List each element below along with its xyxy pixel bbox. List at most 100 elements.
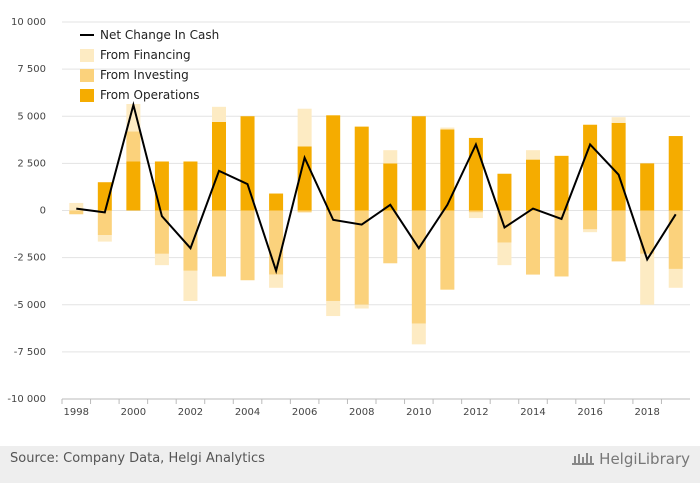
- bar-segment: [468, 137, 483, 211]
- bar-segment: [154, 253, 169, 266]
- bar-segment: [583, 210, 598, 230]
- bar-segment: [440, 129, 455, 211]
- bar-segment: [411, 210, 426, 324]
- bar-segment: [69, 202, 84, 211]
- bar-segment: [411, 323, 426, 345]
- cash-flow-chart: -10 000 -7 500 -5 000 -2 500 0 2 500 5 000 7 50…: [7, 17, 690, 418]
- bar-segment: [583, 229, 598, 233]
- bar-segment: [611, 210, 626, 262]
- bar-segment: [297, 210, 312, 213]
- bar-segment: [326, 115, 341, 211]
- bar-segment: [126, 161, 141, 211]
- x-tick-label: 2016: [577, 407, 602, 418]
- legend-item: From Investing: [80, 68, 189, 82]
- bar-segment: [269, 210, 284, 275]
- legend-swatch: [80, 49, 94, 62]
- bar-segment: [411, 116, 426, 211]
- legend-label: From Investing: [100, 68, 189, 82]
- bar-segment: [526, 159, 540, 211]
- bar-segment: [440, 210, 455, 290]
- bar-segment: [468, 210, 483, 213]
- bar-segment: [640, 210, 655, 254]
- bar-segment: [240, 116, 255, 211]
- legend-label: From Financing: [100, 48, 191, 62]
- bar-segment: [97, 210, 112, 236]
- bar-segment: [326, 210, 341, 301]
- bar-segment: [526, 210, 540, 275]
- bar-segment: [269, 274, 284, 288]
- bar-segment: [383, 210, 398, 264]
- bar-segment: [212, 210, 226, 277]
- bar-segment: [668, 268, 683, 288]
- legend: Net Change In Cash From Financing From Inv…: [80, 28, 219, 102]
- bar-segment: [440, 127, 455, 130]
- legend-swatch: [80, 69, 94, 82]
- bar-segment: [297, 146, 312, 211]
- x-tick-label: 2018: [634, 407, 659, 418]
- bar-segment: [668, 210, 683, 269]
- legend-item: From Operations: [80, 88, 200, 102]
- x-tick-label: 1998: [64, 407, 89, 418]
- legend-swatch: [80, 89, 94, 102]
- bar-segment: [126, 103, 141, 132]
- bar-segment: [640, 253, 655, 305]
- net-change-line-group: [76, 100, 677, 275]
- y-tick-label: -10 000: [7, 394, 46, 405]
- bar-segment: [212, 106, 226, 122]
- bar-segment: [383, 150, 398, 164]
- bar-segment: [154, 161, 169, 211]
- x-axis: 1998 2000 2002 2004 2006 2008 2010 2012 2014 2016…: [61, 399, 662, 418]
- bar-segment: [69, 210, 84, 215]
- bar-segment: [269, 193, 284, 211]
- bar-segment: [497, 242, 512, 266]
- library-building-icon: [572, 453, 595, 465]
- bar-segment: [240, 210, 255, 281]
- y-tick-label: -7 500: [14, 347, 46, 358]
- y-tick-label: 5 000: [17, 111, 46, 122]
- bar-segment: [668, 136, 683, 211]
- bar-segment: [354, 304, 369, 309]
- bar-segment: [126, 131, 141, 162]
- bar-segment: [354, 126, 369, 211]
- bar-segment: [183, 161, 198, 211]
- logo-text: HelgiLibrary: [599, 450, 690, 468]
- x-tick-label: 2006: [292, 407, 317, 418]
- bar-segment: [554, 210, 569, 277]
- bar-segment: [97, 182, 112, 211]
- net-change-line: [76, 100, 677, 275]
- source-note: Source: Company Data, Helgi Analytics: [10, 451, 265, 466]
- bar-segment: [212, 121, 226, 211]
- bar-segment: [326, 300, 341, 317]
- bar-segment: [497, 173, 512, 211]
- y-tick-label: -2 500: [14, 253, 46, 264]
- y-tick-label: 2 500: [17, 158, 46, 169]
- x-tick-label: 2002: [178, 407, 203, 418]
- y-tick-label: 10 000: [11, 17, 46, 28]
- bar-segment: [640, 163, 655, 211]
- bar-segment: [583, 124, 598, 211]
- helgi-library-logo: HelgiLibrary: [571, 450, 690, 468]
- legend-item: From Financing: [80, 48, 191, 62]
- legend-label: From Operations: [100, 88, 200, 102]
- footer: Source: Company Data, Helgi Analytics He…: [0, 446, 700, 483]
- bar-segment: [611, 117, 626, 123]
- bar-segment: [354, 210, 369, 305]
- bar-segment: [526, 150, 540, 160]
- bar-segment: [554, 155, 569, 211]
- bar-segment: [97, 235, 112, 242]
- bar-segment: [383, 163, 398, 211]
- y-tick-label: 0: [40, 206, 46, 217]
- x-tick-label: 2004: [235, 407, 260, 418]
- bars: [69, 103, 683, 345]
- legend-item: Net Change In Cash: [80, 28, 219, 42]
- x-tick-label: 2014: [520, 407, 545, 418]
- y-axis-tick-labels: -10 000 -7 500 -5 000 -2 500 0 2 500 5 000 7 50…: [7, 17, 46, 405]
- x-tick-label: 2008: [349, 407, 374, 418]
- legend-label: Net Change In Cash: [100, 28, 219, 42]
- bar-segment: [183, 210, 198, 271]
- y-tick-label: -5 000: [14, 300, 46, 311]
- bar-segment: [468, 212, 483, 219]
- x-tick-label: 2012: [463, 407, 488, 418]
- x-tick-label: 2010: [406, 407, 431, 418]
- bar-segment: [297, 108, 312, 147]
